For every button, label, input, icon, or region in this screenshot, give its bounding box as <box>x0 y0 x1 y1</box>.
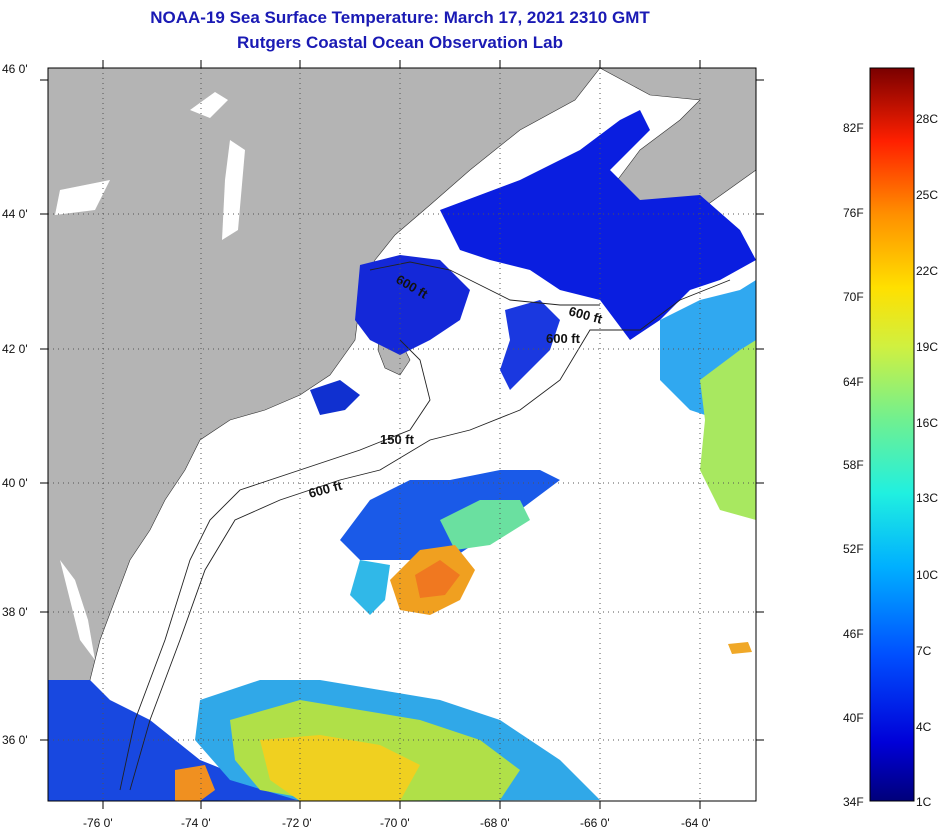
colorbar-label-c: 22C <box>916 264 938 278</box>
map-subtitle: Rutgers Coastal Ocean Observation Lab <box>237 33 563 52</box>
bathymetry-contours <box>119 261 731 791</box>
sst-gulf-of-maine <box>440 110 756 340</box>
sst-eddy-edge <box>350 560 390 615</box>
contour-150 <box>119 339 431 791</box>
colorbar-label-f: 34F <box>843 795 864 809</box>
colorbar-label-c: 7C <box>916 644 932 658</box>
colorbar-label-c: 28C <box>916 112 938 126</box>
land-mainland <box>48 68 601 781</box>
lat-label: 36 0' <box>2 733 28 747</box>
lake <box>190 92 228 118</box>
sst-east-warm <box>700 340 756 520</box>
lon-label: -66 0' <box>580 816 610 830</box>
contour-label: 150 ft <box>380 432 415 447</box>
colorbar-label-c: 4C <box>916 720 932 734</box>
sst-massachusetts <box>310 380 360 415</box>
lon-label: -68 0' <box>480 816 510 830</box>
colorbar-label-f: 70F <box>843 290 864 304</box>
axis-ticks <box>40 60 764 809</box>
map-border <box>47 67 757 802</box>
lon-label: -72 0' <box>282 816 312 830</box>
chesapeake-bay <box>60 560 95 660</box>
colorbar-label-f: 58F <box>843 458 864 472</box>
sst-east-small <box>728 642 752 654</box>
lon-label: -64 0' <box>681 816 711 830</box>
lat-label: 38 0' <box>2 605 28 619</box>
colorbar-label-f: 52F <box>843 542 864 556</box>
lake <box>55 180 110 215</box>
sst-gulf-of-maine-west <box>355 255 470 355</box>
sst-georges-bank <box>500 300 560 390</box>
contour-label: 600 ft <box>546 331 581 346</box>
colorbar-label-f: 82F <box>843 121 864 135</box>
contour-gulf <box>369 261 600 306</box>
colorbar-label-c: 13C <box>916 491 938 505</box>
sst-mid-atlantic-green <box>440 500 530 550</box>
lon-label: -74 0' <box>181 816 211 830</box>
map-title: NOAA-19 Sea Surface Temperature: March 1… <box>150 8 650 27</box>
graticule <box>48 68 756 801</box>
sst-warm-eddy-core <box>415 560 460 598</box>
colorbar <box>869 67 915 802</box>
lat-label: 44 0' <box>2 207 28 221</box>
lon-label: -70 0' <box>380 816 410 830</box>
colorbar-label-c: 16C <box>916 416 938 430</box>
colorbar-label-c: 19C <box>916 340 938 354</box>
colorbar-label-c: 10C <box>916 568 938 582</box>
lon-label: -76 0' <box>83 816 113 830</box>
colorbar-label-f: 76F <box>843 206 864 220</box>
lat-label: 42 0' <box>2 342 28 356</box>
sst-south-yellow <box>260 735 420 801</box>
sst-south-blue <box>48 680 400 801</box>
lake <box>222 140 245 240</box>
colorbar-label-c: 25C <box>916 188 938 202</box>
lat-label: 40 0' <box>2 476 28 490</box>
colorbar-label-f: 46F <box>843 627 864 641</box>
contour-600-west <box>129 279 731 791</box>
colorbar-label-c: 1C <box>916 795 932 809</box>
colorbar-label-f: 64F <box>843 375 864 389</box>
lat-label: 46 0' <box>2 62 28 76</box>
sst-south-orange <box>175 765 215 801</box>
colorbar-label-f: 40F <box>843 711 864 725</box>
